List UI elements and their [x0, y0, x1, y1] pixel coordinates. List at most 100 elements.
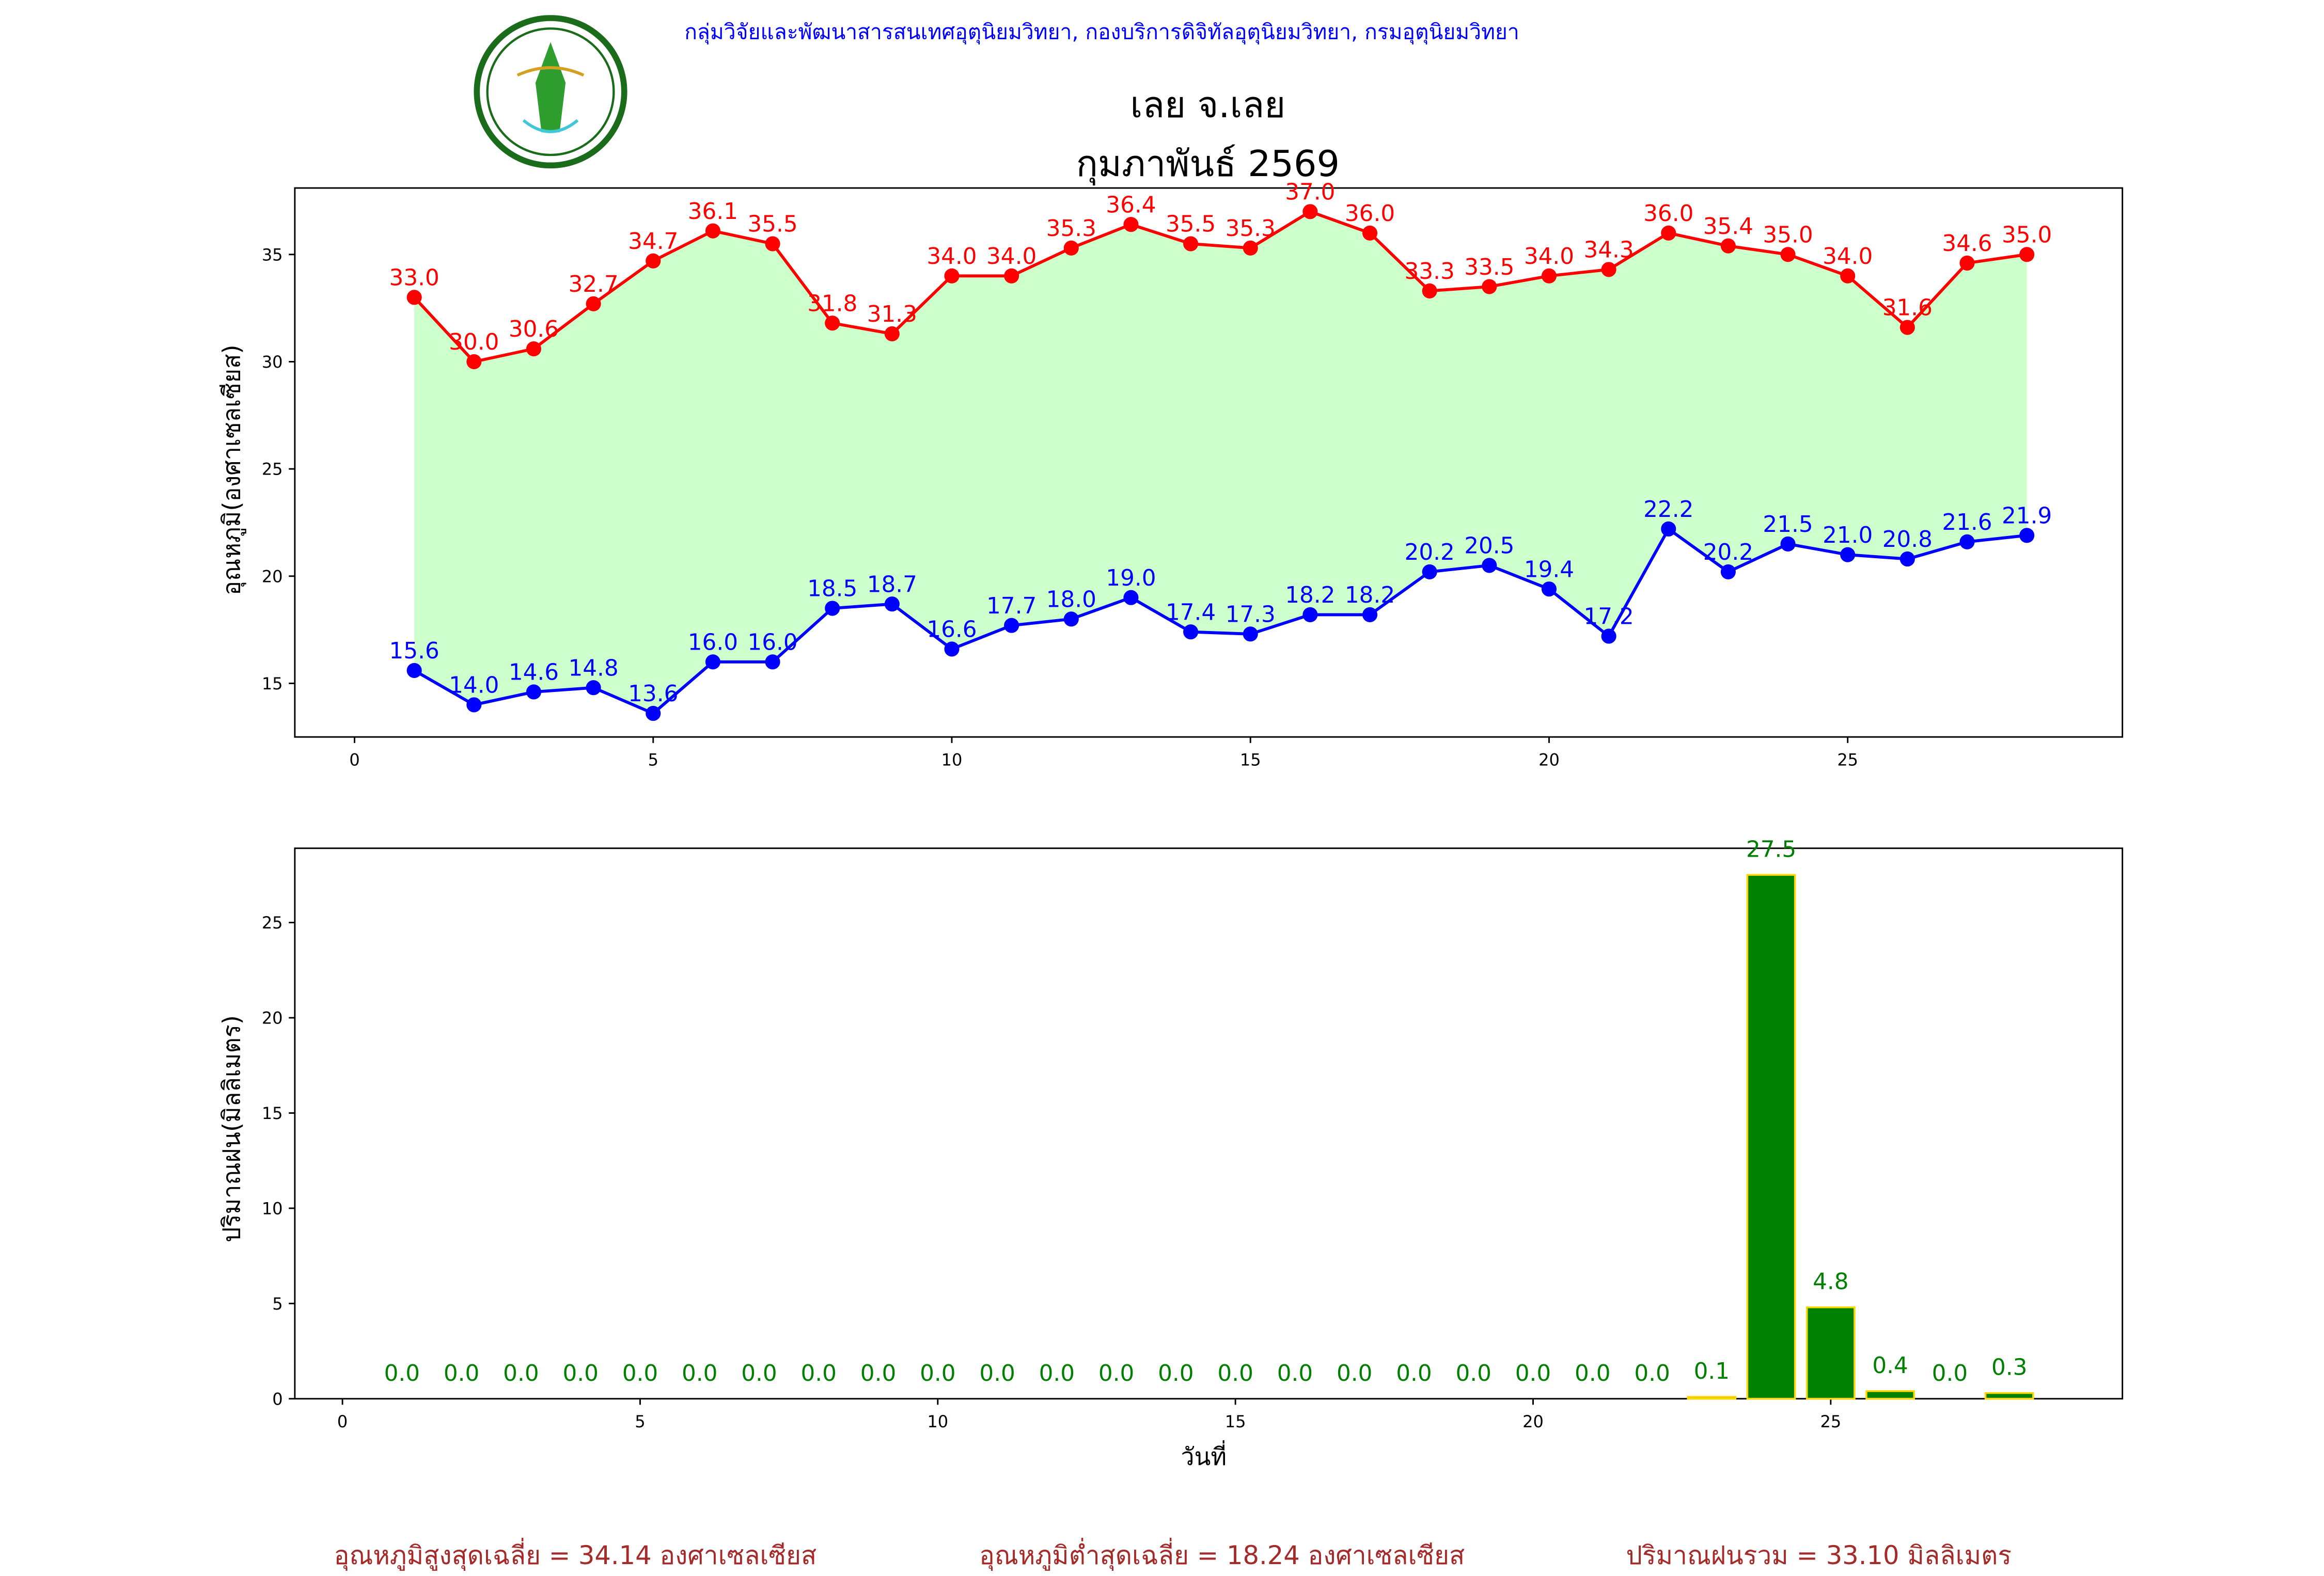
temp-x-tick-label: 15	[1240, 750, 1261, 770]
rain-bar-label: 0.0	[860, 1360, 896, 1386]
min-temp-label: 20.5	[1464, 533, 1514, 559]
temp-x-tick-label: 20	[1538, 750, 1560, 770]
min-temp-label: 19.4	[1524, 556, 1574, 582]
max-temp-label: 35.3	[1046, 215, 1096, 242]
min-temp-label: 19.0	[1106, 565, 1156, 591]
max-temp-label: 37.0	[1285, 179, 1335, 205]
rain-bar-label: 0.0	[1217, 1360, 1253, 1386]
max-temp-point	[825, 316, 840, 331]
rain-x-label: วันที่	[1181, 1442, 1227, 1471]
min-temp-point	[1004, 618, 1019, 633]
rain-x-tick-label: 15	[1225, 1412, 1246, 1431]
temperature-y-label: อุณหภูมิ(องศาเซลเซียส)	[217, 344, 246, 596]
min-temp-label: 20.8	[1882, 526, 1933, 553]
max-temp-label: 36.0	[1643, 200, 1693, 227]
max-temp-point	[1004, 268, 1019, 283]
min-temp-label: 21.6	[1942, 509, 1992, 535]
max-temp-label: 31.8	[807, 290, 857, 317]
organization-header: กลุ่มวิจัยและพัฒนาสารสนเทศอุตุนิยมวิทยา,…	[684, 21, 1519, 45]
min-temp-point	[1243, 626, 1258, 642]
min-temp-point	[406, 663, 422, 679]
min-temp-label: 18.5	[807, 576, 857, 602]
min-temp-label: 18.0	[1046, 586, 1096, 612]
avg-max-temp: อุณหภูมิสูงสุดเฉลี่ย = 34.14 องศาเซลเซีย…	[334, 1541, 817, 1572]
temp-x-tick-label: 10	[941, 750, 963, 770]
temperature-range-fill	[414, 211, 2027, 714]
max-temp-label: 34.0	[1524, 243, 1574, 270]
max-temp-label: 35.0	[1763, 222, 1813, 248]
rain-bar-label: 0.0	[444, 1360, 479, 1386]
min-temp-label: 15.6	[389, 638, 439, 664]
rain-bar-label: 0.0	[503, 1360, 539, 1386]
min-temp-point	[586, 680, 601, 696]
min-temp-point	[705, 654, 720, 670]
avg-min-temp: อุณหภูมิต่ำสุดเฉลี่ย = 18.24 องศาเซลเซีย…	[979, 1541, 1465, 1572]
rain-bar-label: 0.0	[1575, 1360, 1610, 1386]
min-temp-point	[526, 684, 542, 700]
max-temp-line	[413, 210, 2028, 364]
rain-bar-label: 0.4	[1872, 1352, 1908, 1379]
rain-y-tick-label: 25	[262, 913, 283, 933]
max-temp-point	[944, 268, 960, 283]
max-temp-label: 35.5	[1166, 211, 1216, 238]
max-temp-point	[1661, 225, 1676, 241]
min-temp-label: 18.7	[867, 571, 917, 597]
rain-bar-label: 0.0	[1337, 1360, 1372, 1386]
temp-axes-frame	[294, 187, 2124, 738]
min-temp-label: 21.5	[1763, 511, 1813, 538]
max-temp-label: 34.0	[927, 243, 977, 270]
min-temp-label: 18.2	[1285, 582, 1335, 608]
rain-x-tick-label: 25	[1820, 1412, 1841, 1431]
min-temp-label: 14.8	[568, 655, 618, 681]
rain-y-tick-label: 0	[272, 1389, 282, 1409]
max-temp-label: 33.0	[389, 265, 439, 291]
min-temp-point	[1541, 581, 1557, 597]
max-temp-point	[1123, 217, 1139, 232]
min-temp-point	[1959, 534, 1975, 549]
min-temp-point	[765, 654, 780, 670]
max-temp-label: 31.6	[1882, 295, 1933, 321]
rain-bar-label: 0.0	[979, 1360, 1015, 1386]
rain-bar-label: 0.0	[801, 1360, 837, 1386]
rain-x-tick-label: 10	[927, 1412, 948, 1431]
min-temp-point	[466, 697, 482, 713]
min-temp-label: 17.2	[1583, 604, 1634, 630]
min-temp-line	[413, 527, 2027, 715]
max-temp-label: 33.3	[1405, 258, 1455, 285]
chart-title-month: กุมภาพันธ์ 2569	[1076, 143, 1340, 185]
max-temp-point	[1780, 247, 1796, 262]
temp-y-tick-label: 20	[262, 566, 283, 586]
rain-bar-label: 0.0	[1396, 1360, 1432, 1386]
rain-bar	[1687, 1396, 1737, 1400]
rain-bar-label: 0.0	[741, 1360, 777, 1386]
min-temp-label: 14.0	[449, 672, 499, 699]
min-temp-point	[1601, 628, 1616, 644]
max-temp-label: 34.0	[1823, 243, 1873, 270]
max-temp-point	[1899, 320, 1915, 335]
max-temp-point	[1183, 236, 1199, 251]
max-temp-label: 34.7	[628, 228, 678, 255]
min-temp-point	[646, 705, 661, 721]
max-temp-label: 35.4	[1703, 213, 1753, 240]
max-temp-point	[406, 290, 422, 305]
rain-bar-label: 0.0	[1515, 1360, 1551, 1386]
temp-y-tick-label: 35	[262, 245, 283, 264]
min-temp-label: 20.2	[1703, 539, 1753, 565]
rain-y-tick-label: 10	[262, 1199, 283, 1219]
rain-bar-label: 0.0	[622, 1360, 658, 1386]
rain-bar-label: 27.5	[1746, 836, 1796, 862]
max-temp-label: 34.3	[1583, 237, 1634, 263]
temp-y-tick-label: 15	[262, 674, 283, 694]
max-temp-point	[1720, 238, 1736, 254]
max-temp-label: 35.0	[2002, 222, 2052, 248]
max-temp-point	[466, 354, 482, 370]
min-temp-point	[1482, 558, 1497, 573]
min-temp-label: 13.6	[628, 681, 678, 707]
max-temp-label: 36.4	[1106, 192, 1156, 218]
max-temp-label: 35.3	[1226, 215, 1276, 242]
max-temp-label: 34.6	[1942, 230, 1992, 257]
min-temp-label: 17.4	[1166, 599, 1216, 625]
min-temp-label: 22.2	[1643, 496, 1693, 523]
